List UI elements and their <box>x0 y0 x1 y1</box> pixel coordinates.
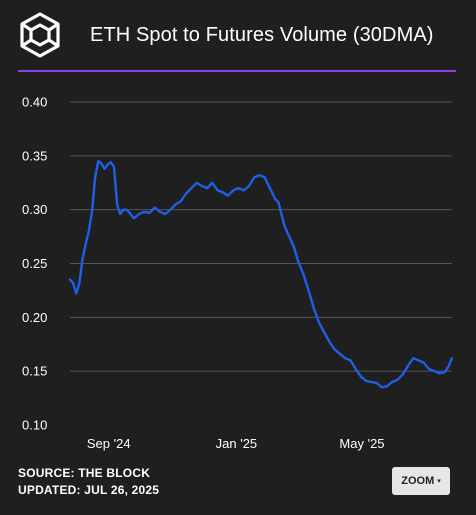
x-tick-label: Sep '24 <box>87 436 131 451</box>
chart-title: ETH Spot to Futures Volume (30DMA) <box>90 24 434 46</box>
y-tick-label: 0.35 <box>22 148 47 163</box>
y-tick-label: 0.40 <box>22 95 47 110</box>
zoom-button[interactable]: ZOOM ▾ <box>392 467 450 495</box>
y-tick-label: 0.20 <box>22 310 47 325</box>
header-divider <box>18 70 456 72</box>
y-tick-label: 0.10 <box>22 418 47 433</box>
updated-label: UPDATED: JUL 26, 2025 <box>18 483 160 497</box>
zoom-label: ZOOM <box>401 475 435 487</box>
y-tick-label: 0.25 <box>22 256 47 271</box>
y-tick-label: 0.15 <box>22 364 47 379</box>
the-block-cube-logo-icon <box>20 12 60 58</box>
x-tick-label: Jan '25 <box>216 436 258 451</box>
series-line <box>68 159 454 389</box>
source-label: SOURCE: THE BLOCK <box>18 466 151 480</box>
y-tick-label: 0.30 <box>22 202 47 217</box>
x-tick-label: May '25 <box>339 436 384 451</box>
chevron-down-icon: ▾ <box>437 478 441 485</box>
chart-header: ETH Spot to Futures Volume (30DMA) <box>0 0 476 72</box>
